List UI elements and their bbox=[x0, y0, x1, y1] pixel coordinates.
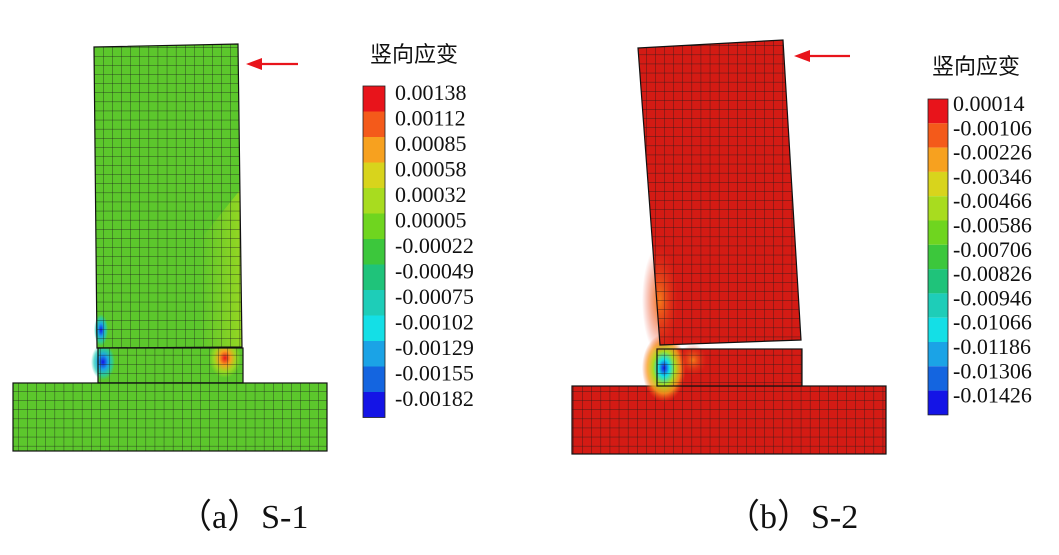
legend-b-label: -0.00346 bbox=[953, 164, 1032, 189]
legend-a-swatch bbox=[363, 290, 385, 316]
legend-a-label: -0.00155 bbox=[395, 361, 474, 386]
legend-a-swatch bbox=[363, 86, 385, 112]
legend-a: 0.001380.001120.000850.000580.000320.000… bbox=[362, 80, 474, 418]
legend-a-frame bbox=[362, 85, 386, 418]
legend-a-swatch bbox=[363, 264, 385, 290]
legend-a-label: -0.00049 bbox=[395, 259, 474, 284]
panel-b-model bbox=[571, 39, 887, 455]
legend-b-swatch bbox=[928, 99, 948, 124]
legend-a-swatch bbox=[363, 111, 385, 137]
legend-a-label: 0.00138 bbox=[395, 80, 467, 105]
legend-a-swatch bbox=[363, 213, 385, 239]
legend-b-label: -0.01186 bbox=[953, 334, 1031, 359]
legend-b-label: -0.00586 bbox=[953, 213, 1032, 238]
legend-b-swatch bbox=[928, 269, 948, 294]
legend-b-label: -0.00106 bbox=[953, 115, 1032, 140]
legend-a-label: 0.00085 bbox=[395, 131, 467, 156]
legend-b-swatch bbox=[928, 244, 948, 270]
legend-a-label: -0.00129 bbox=[395, 335, 474, 360]
legend-b-label: -0.01066 bbox=[953, 310, 1032, 335]
legend-b-swatch bbox=[928, 147, 948, 172]
legend-a-swatch bbox=[363, 188, 385, 214]
caption-a: （a）S-1 bbox=[178, 498, 308, 536]
panel-a-model bbox=[12, 43, 328, 452]
legend-b-swatch bbox=[928, 342, 948, 367]
legend-b-swatch bbox=[928, 220, 948, 245]
legend-a-swatch bbox=[363, 162, 385, 188]
legend-a-label: 0.00112 bbox=[395, 106, 466, 131]
legend-a-swatch bbox=[363, 137, 385, 163]
legend-a-label: 0.00032 bbox=[395, 182, 467, 207]
legend-a-title: 竖向应变 bbox=[370, 43, 458, 68]
legend-a-label: -0.00022 bbox=[395, 233, 474, 258]
legend-b-swatch bbox=[928, 171, 948, 197]
legend-b-label: -0.00466 bbox=[953, 188, 1032, 213]
legend-b-swatch bbox=[928, 390, 948, 415]
panel-b-load-arrow bbox=[794, 50, 850, 62]
legend-b-swatch bbox=[928, 366, 948, 391]
legend-b-label: -0.00706 bbox=[953, 237, 1032, 262]
legend-a-label: -0.00182 bbox=[395, 386, 474, 411]
legend-a-swatch bbox=[363, 392, 385, 418]
legend-b-frame bbox=[927, 98, 949, 416]
legend-b-label: -0.00226 bbox=[953, 140, 1032, 165]
legend-b-swatch bbox=[928, 293, 948, 318]
legend-b-title: 竖向应变 bbox=[932, 55, 1020, 80]
legend-b: 0.00014-0.00106-0.00226-0.00346-0.00466-… bbox=[927, 91, 1032, 416]
panel-a-load-arrow bbox=[246, 58, 298, 70]
legend-a-swatch bbox=[363, 239, 385, 265]
legend-a-swatch bbox=[363, 315, 385, 341]
caption-b: （b）S-2 bbox=[726, 498, 858, 536]
legend-b-label: -0.01426 bbox=[953, 383, 1032, 408]
legend-a-label: -0.00075 bbox=[395, 284, 474, 309]
legend-a-label: 0.00058 bbox=[395, 157, 467, 182]
legend-a-swatch bbox=[363, 341, 385, 367]
legend-a-label: 0.00005 bbox=[395, 208, 467, 233]
legend-b-label: 0.00014 bbox=[953, 91, 1025, 116]
legend-b-label: -0.00826 bbox=[953, 261, 1032, 286]
legend-b-label: -0.01306 bbox=[953, 358, 1032, 383]
legend-b-swatch bbox=[928, 317, 948, 342]
legend-b-swatch bbox=[928, 196, 948, 221]
legend-a-swatch bbox=[363, 366, 385, 392]
legend-b-swatch bbox=[928, 123, 948, 148]
legend-a-label: -0.00102 bbox=[395, 310, 474, 335]
legend-b-label: -0.00946 bbox=[953, 285, 1032, 310]
